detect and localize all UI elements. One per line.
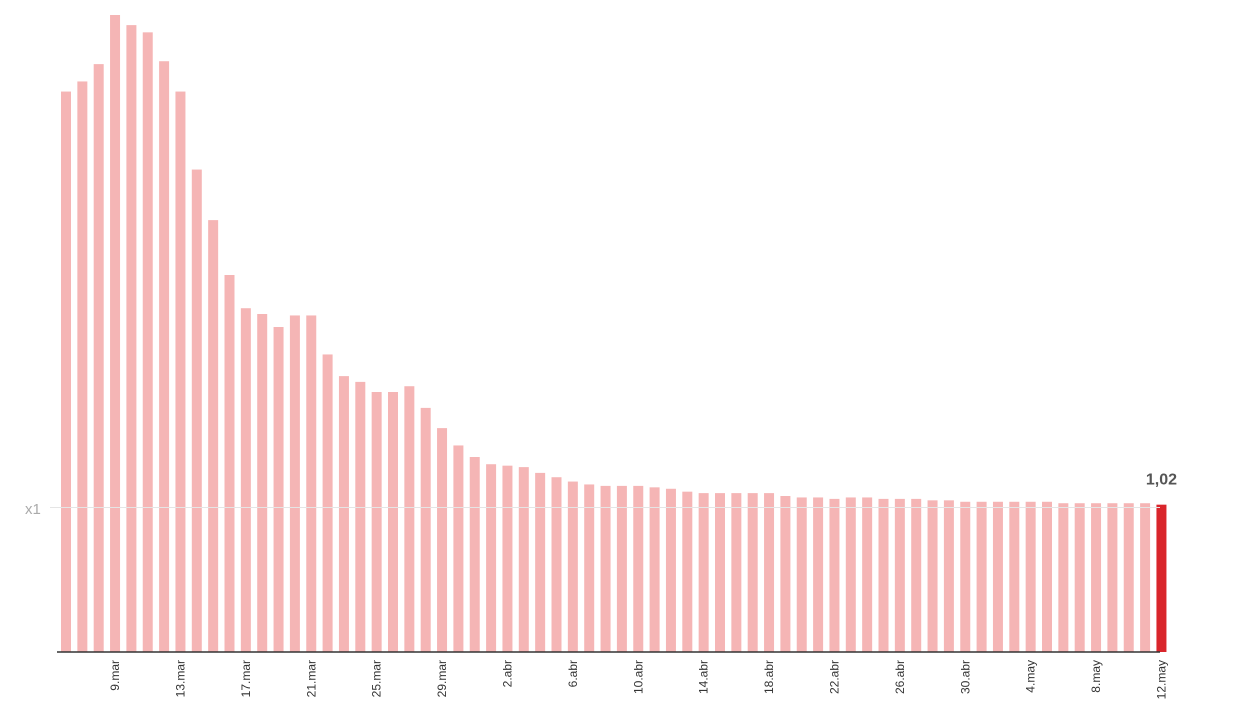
x-tick-label: 2.abr bbox=[500, 660, 514, 687]
bar bbox=[1042, 501, 1052, 652]
x-tick-label: 26.abr bbox=[893, 660, 907, 694]
x-tick-label: 8.may bbox=[1089, 660, 1103, 693]
bar bbox=[829, 498, 840, 652]
bar bbox=[567, 481, 578, 652]
bar bbox=[992, 501, 1003, 652]
bar bbox=[911, 498, 922, 652]
x-tick-label: 30.abr bbox=[958, 660, 972, 694]
bar bbox=[665, 488, 676, 652]
x-tick-label: 21.mar bbox=[304, 660, 318, 697]
x-tick-label: 14.abr bbox=[697, 660, 711, 694]
bar bbox=[551, 477, 562, 652]
bar bbox=[175, 91, 186, 652]
bar bbox=[633, 485, 644, 652]
x-tick-label: 18.abr bbox=[762, 660, 776, 694]
bar bbox=[355, 381, 366, 652]
bar bbox=[420, 407, 431, 652]
bar bbox=[1025, 501, 1036, 652]
bar bbox=[845, 497, 856, 652]
bar bbox=[1009, 501, 1020, 652]
last-value-label: 1,02 bbox=[1146, 472, 1177, 489]
bar bbox=[894, 498, 905, 652]
bar bbox=[715, 493, 725, 652]
bar bbox=[338, 376, 349, 652]
bar bbox=[93, 64, 104, 653]
bar bbox=[61, 91, 71, 652]
bar bbox=[322, 354, 333, 652]
x-tick-label: 29.mar bbox=[435, 660, 449, 697]
bar bbox=[780, 496, 791, 652]
bar bbox=[813, 497, 824, 652]
bar bbox=[404, 386, 415, 652]
bar bbox=[976, 501, 987, 652]
bar bbox=[469, 457, 480, 652]
bar bbox=[927, 500, 938, 652]
bar bbox=[224, 275, 235, 652]
bar bbox=[371, 392, 382, 652]
bar bbox=[747, 493, 758, 652]
bar bbox=[388, 392, 398, 652]
bar bbox=[960, 501, 971, 652]
bar bbox=[208, 220, 219, 653]
bar bbox=[518, 467, 529, 652]
bar bbox=[257, 314, 268, 652]
x-tick-label: 13.mar bbox=[173, 660, 187, 697]
bar bbox=[191, 169, 202, 652]
bar bbox=[159, 61, 170, 653]
bar bbox=[110, 15, 121, 652]
bar bbox=[142, 32, 153, 652]
bar bbox=[943, 500, 954, 652]
bar bbox=[535, 472, 546, 652]
reference-label: x1 bbox=[25, 501, 41, 518]
bar bbox=[1123, 503, 1134, 652]
x-tick-label: 10.abr bbox=[631, 660, 645, 694]
bar bbox=[796, 497, 807, 652]
bar bbox=[1091, 503, 1102, 652]
bar bbox=[878, 498, 889, 652]
bar bbox=[600, 485, 611, 652]
x-tick-label: 9.mar bbox=[108, 660, 122, 691]
bar bbox=[453, 445, 464, 652]
bar bbox=[862, 497, 873, 652]
bar bbox=[616, 485, 627, 652]
bar-highlighted bbox=[1156, 504, 1167, 652]
x-tick-labels: 9.mar 13.mar 17.mar 21.mar 25.mar 29.mar 2.abr… bbox=[108, 660, 1168, 699]
bar bbox=[764, 493, 775, 652]
bar bbox=[649, 487, 660, 652]
bar bbox=[126, 25, 137, 653]
x-tick-label: 12.may bbox=[1154, 660, 1168, 699]
bar bbox=[682, 491, 693, 652]
bar bbox=[1107, 503, 1118, 652]
bar bbox=[502, 465, 513, 652]
x-tick-label: 17.mar bbox=[239, 660, 253, 697]
bar bbox=[698, 493, 709, 652]
bar bbox=[584, 484, 595, 652]
bar bbox=[437, 428, 448, 652]
bar bbox=[240, 308, 251, 652]
bar bbox=[273, 327, 284, 652]
bar bbox=[486, 464, 497, 652]
bar bbox=[1074, 503, 1085, 652]
bars-group bbox=[61, 15, 1167, 653]
bar bbox=[306, 315, 317, 652]
bar bbox=[731, 493, 742, 652]
bar bbox=[1140, 503, 1151, 652]
bar bbox=[77, 81, 88, 652]
x-tick-label: 25.mar bbox=[370, 660, 384, 697]
x-tick-label: 22.abr bbox=[827, 660, 841, 694]
x-tick-label: 6.abr bbox=[566, 660, 580, 687]
bar bbox=[1058, 503, 1069, 652]
x-tick-label: 4.may bbox=[1024, 660, 1038, 693]
bar bbox=[289, 315, 300, 652]
